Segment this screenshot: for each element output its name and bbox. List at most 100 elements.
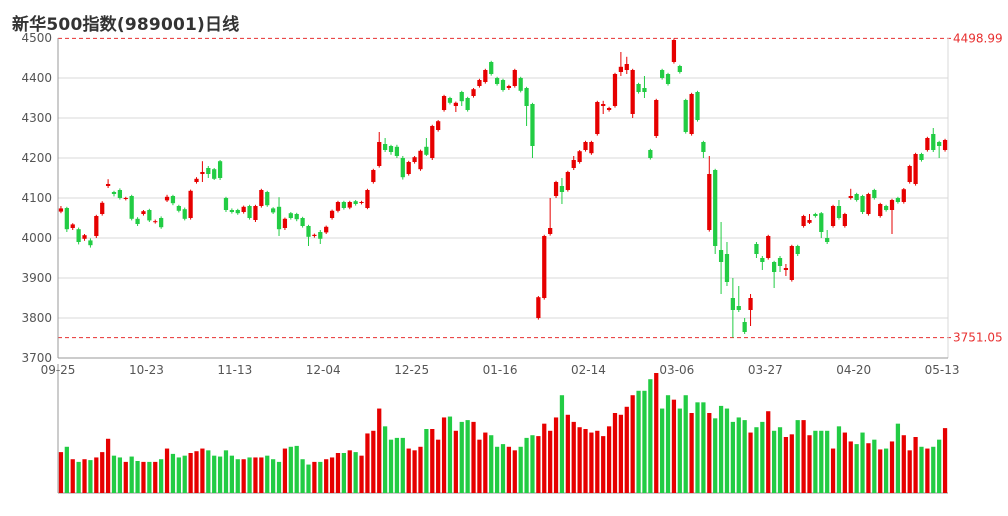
- y-tick-label: 4400: [21, 71, 52, 85]
- candle-body: [730, 298, 735, 310]
- volume-bar: [247, 457, 252, 493]
- candle-body: [630, 70, 635, 114]
- candle-body: [271, 208, 276, 213]
- volume-bar: [206, 450, 211, 493]
- volume-bar: [577, 427, 582, 493]
- volume-bar: [665, 395, 671, 493]
- candle-body: [518, 78, 523, 91]
- candle-body: [253, 206, 258, 220]
- candle-body: [111, 192, 117, 194]
- volume-bar: [654, 373, 659, 493]
- candle-body: [64, 208, 69, 230]
- volume-bar: [783, 437, 789, 493]
- candle-body: [583, 142, 588, 150]
- candle-body: [825, 238, 830, 242]
- volume-bar: [689, 413, 694, 493]
- candle-body: [866, 194, 871, 214]
- volume-bar: [312, 461, 317, 493]
- candle-body: [88, 240, 93, 246]
- candle-body: [819, 213, 824, 232]
- volume-bar: [82, 459, 87, 493]
- volume-bar: [412, 450, 417, 493]
- volume-bar: [365, 433, 370, 493]
- y-tick-label: 3700: [21, 351, 52, 365]
- volume-bar: [772, 430, 777, 493]
- candle-body: [406, 162, 411, 174]
- candle-body: [783, 268, 789, 270]
- volume-bar: [259, 457, 264, 493]
- chart-title: 新华500指数(989001)日线: [12, 15, 240, 35]
- x-tick-label: 12-04: [306, 363, 341, 377]
- candle-body: [795, 246, 800, 254]
- candle-body: [241, 206, 246, 212]
- volume-bar: [164, 448, 170, 493]
- volume-bar: [265, 455, 270, 493]
- candle-body: [206, 168, 211, 174]
- candle-body: [919, 154, 924, 160]
- volume-bar: [388, 439, 394, 493]
- candle-body: [836, 206, 842, 218]
- x-axis-ticks: 09-25 10-23 11-13 12-04 12-25 01-16 02-14 03-06…: [41, 363, 960, 377]
- candle-body: [129, 196, 134, 219]
- candle-body: [335, 202, 341, 211]
- volume-bar: [217, 456, 223, 493]
- volume-bar: [371, 430, 376, 493]
- volume-bar: [559, 395, 565, 493]
- volume-bars: [58, 373, 948, 493]
- volume-bar: [306, 464, 311, 493]
- candle-body: [683, 100, 688, 132]
- candle-body: [141, 211, 146, 214]
- volume-bar: [282, 448, 288, 493]
- volume-bar: [536, 436, 541, 493]
- candle-body: [329, 210, 335, 218]
- volume-bar: [64, 446, 69, 493]
- volume-bar: [718, 405, 724, 493]
- candle-body: [105, 184, 111, 186]
- candle-body: [807, 220, 812, 223]
- volume-bar: [477, 439, 482, 493]
- volume-bar: [394, 437, 400, 493]
- volume-bar: [836, 426, 842, 493]
- volume-bar: [447, 416, 453, 493]
- x-tick-label: 11-13: [217, 363, 252, 377]
- volume-bar: [766, 411, 771, 493]
- volume-bar: [565, 414, 570, 493]
- candle-body: [58, 208, 64, 212]
- candle-body: [229, 210, 234, 212]
- candle-body: [665, 74, 671, 84]
- volume-bar: [695, 402, 700, 493]
- x-tick-label: 03-27: [748, 363, 783, 377]
- volume-bar: [76, 461, 81, 493]
- candle-body: [695, 92, 700, 120]
- candle-body: [453, 102, 458, 106]
- candle-body: [465, 98, 470, 110]
- candle-body: [895, 198, 901, 202]
- volume-bar: [471, 421, 476, 493]
- candle-body: [312, 234, 317, 236]
- volume-bar: [512, 450, 517, 493]
- x-tick-label: 01-16: [483, 363, 518, 377]
- x-tick-label: 04-20: [836, 363, 871, 377]
- volume-bar: [518, 446, 523, 493]
- candle-body: [624, 64, 629, 70]
- candle-body: [276, 206, 282, 230]
- candle-body: [318, 232, 323, 239]
- volume-bar: [889, 441, 895, 493]
- candle-body: [854, 194, 859, 200]
- candle-body: [182, 209, 187, 219]
- volume-bar: [724, 408, 730, 493]
- volume-bar: [931, 446, 936, 493]
- candle-body: [589, 142, 594, 154]
- candle-body: [848, 196, 853, 198]
- x-tick-label: 12-25: [394, 363, 429, 377]
- volume-bar: [789, 434, 794, 493]
- candle-body: [324, 226, 329, 233]
- y-tick-label: 4500: [21, 31, 52, 45]
- candle-body: [135, 218, 140, 224]
- volume-bar: [506, 446, 512, 493]
- volume-bar: [347, 450, 352, 493]
- volume-bar: [624, 406, 629, 493]
- volume-bar: [123, 461, 128, 493]
- candle-body: [436, 121, 441, 130]
